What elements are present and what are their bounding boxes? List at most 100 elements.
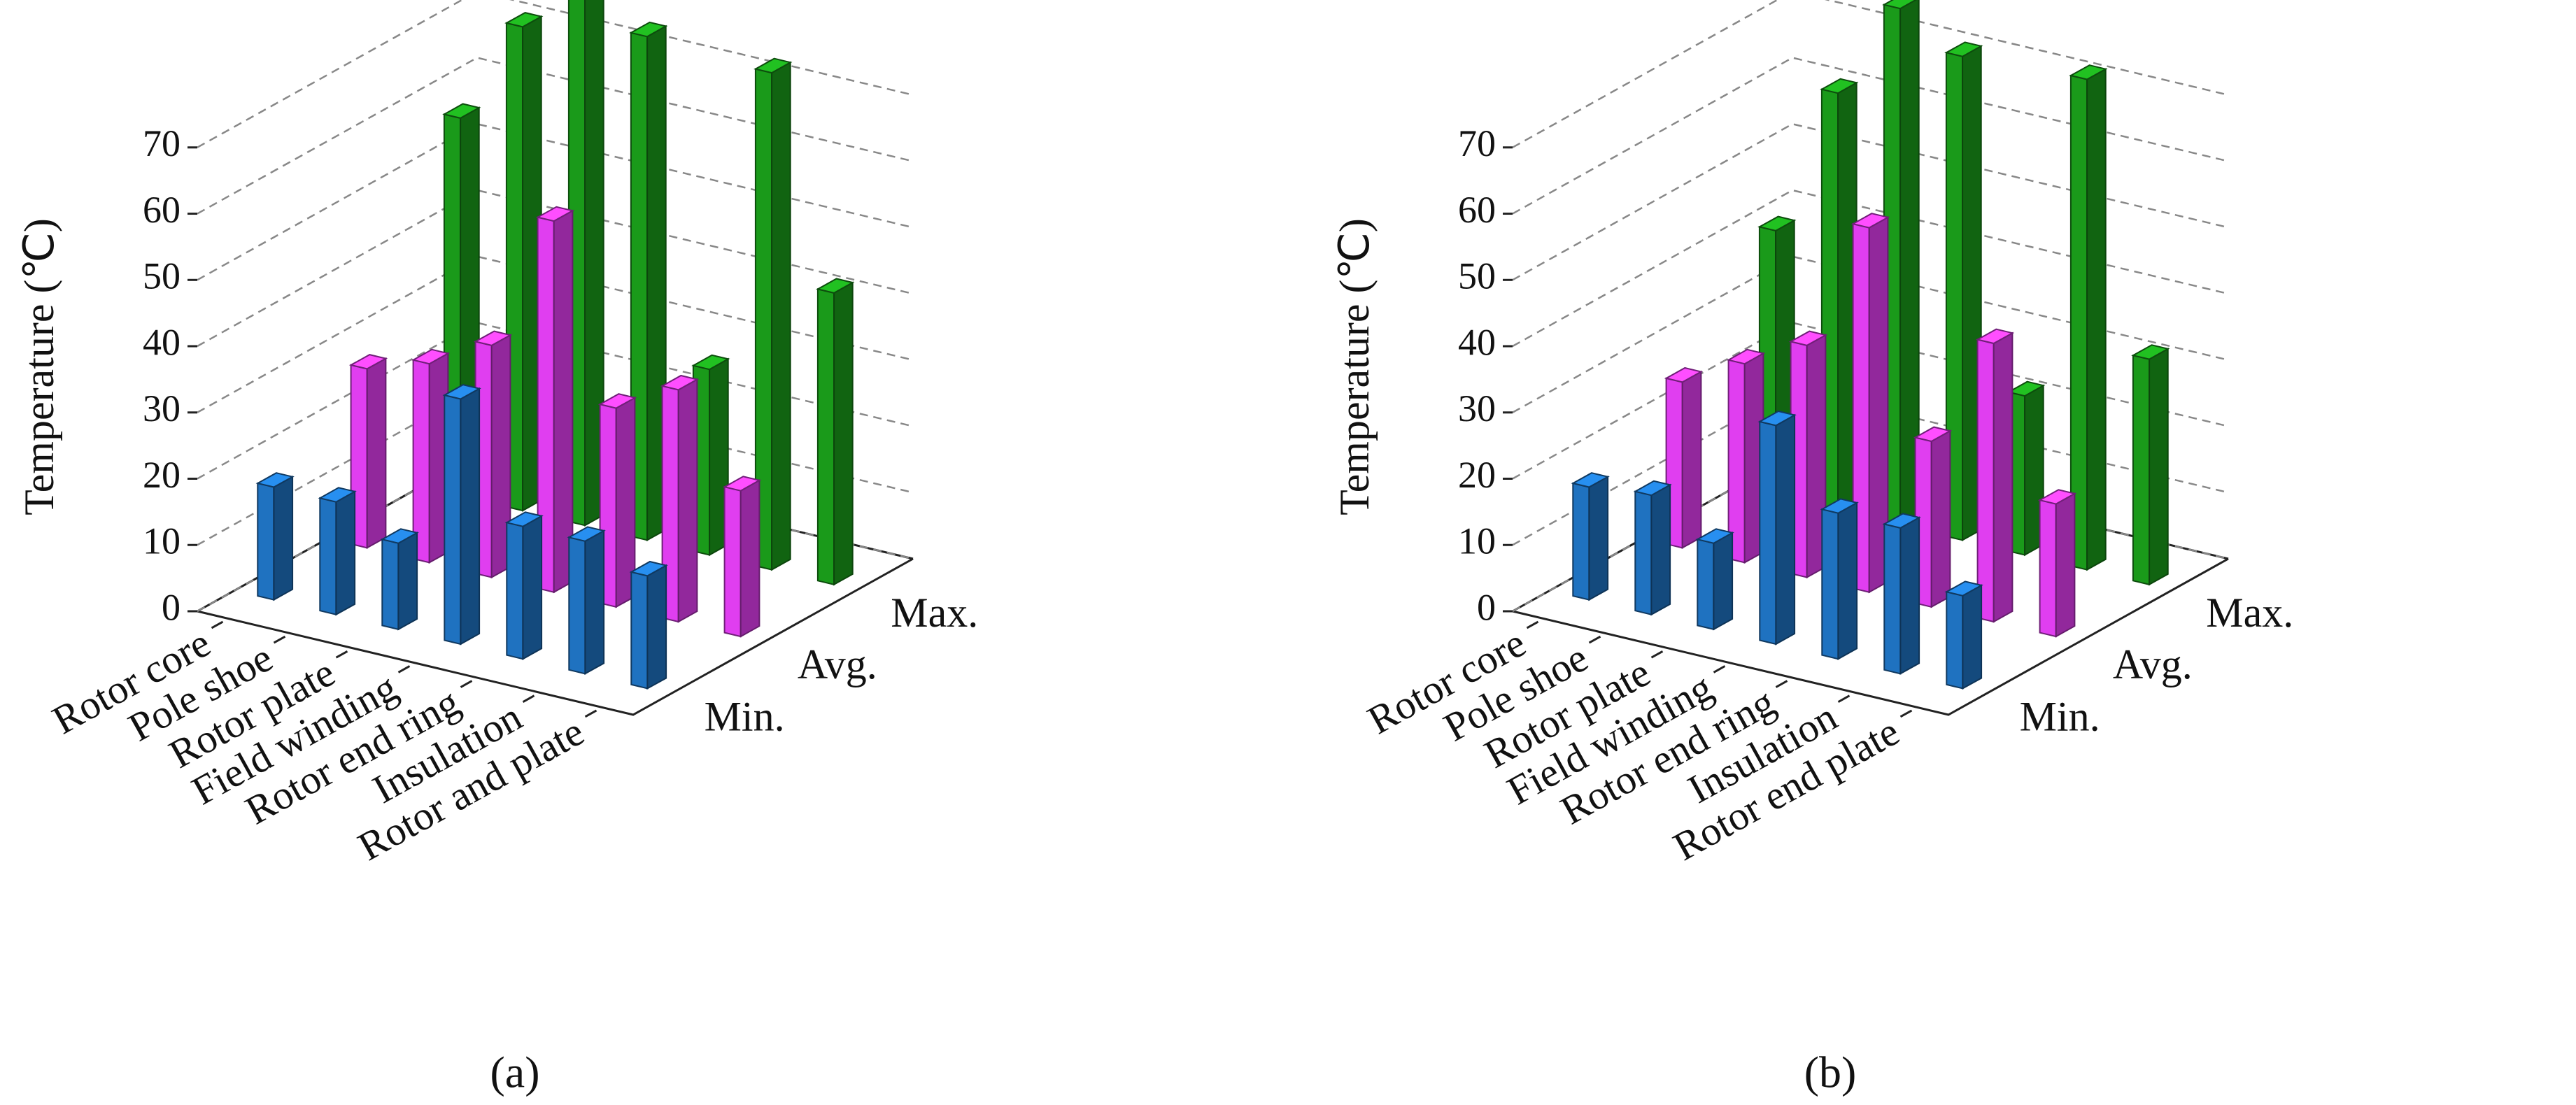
x-tick bbox=[1588, 635, 1601, 644]
bar bbox=[504, 511, 544, 660]
bar-side bbox=[584, 0, 604, 527]
bar-side bbox=[1899, 516, 1920, 676]
y-tick-label: 50 bbox=[1458, 255, 1496, 297]
bar-top bbox=[1944, 580, 1983, 597]
bar-top bbox=[442, 384, 481, 400]
bar-top bbox=[2069, 64, 2108, 80]
bar-side bbox=[1930, 429, 1951, 608]
bar-top bbox=[504, 12, 544, 28]
bar bbox=[660, 374, 700, 623]
bar-top bbox=[1882, 513, 1921, 529]
x-tick bbox=[211, 620, 224, 629]
bar bbox=[1850, 213, 1890, 594]
bar-front bbox=[444, 394, 462, 646]
bar-top bbox=[504, 511, 544, 527]
bar bbox=[380, 528, 419, 631]
bar-top bbox=[1975, 328, 2015, 345]
bar bbox=[348, 354, 388, 550]
bar-front bbox=[2039, 499, 2057, 638]
bar-side bbox=[646, 564, 667, 690]
floor-edge bbox=[197, 557, 914, 716]
x-tick bbox=[335, 650, 348, 659]
bar-side bbox=[833, 281, 854, 586]
grid-line bbox=[197, 57, 914, 215]
bar-top bbox=[1726, 348, 1766, 365]
bar bbox=[1664, 366, 1704, 550]
y-tick-label: 40 bbox=[1458, 321, 1496, 363]
bar-front bbox=[506, 521, 524, 660]
x-tick bbox=[1526, 620, 1539, 629]
bar bbox=[1633, 480, 1672, 616]
bar bbox=[2007, 380, 2046, 557]
bar-side bbox=[1962, 584, 1983, 690]
bar-side bbox=[273, 476, 294, 601]
bar-top bbox=[597, 393, 637, 409]
bar-front bbox=[1976, 338, 1995, 623]
bar bbox=[1820, 498, 1859, 660]
bar bbox=[411, 348, 451, 564]
series-label: Min. bbox=[2020, 694, 2100, 740]
bar bbox=[1788, 330, 1828, 579]
bar-front bbox=[723, 485, 742, 638]
bar bbox=[442, 384, 481, 646]
bar-top bbox=[691, 354, 730, 371]
bar-top bbox=[2007, 380, 2046, 397]
bar bbox=[753, 57, 793, 571]
series-label: Max. bbox=[2206, 590, 2293, 636]
bar-front bbox=[381, 538, 399, 631]
bar-side bbox=[1588, 476, 1609, 601]
bar-side bbox=[2055, 492, 2076, 638]
y-tick-label: 50 bbox=[143, 255, 181, 297]
bar-front bbox=[568, 536, 586, 675]
bar bbox=[567, 0, 604, 527]
bar-top bbox=[1850, 213, 1890, 229]
y-tick-label: 70 bbox=[143, 122, 181, 164]
bar-side bbox=[771, 61, 791, 571]
bar-front bbox=[1883, 523, 1902, 675]
series-label: Avg. bbox=[798, 641, 877, 687]
bar-side bbox=[1681, 370, 1702, 550]
bar-top bbox=[2131, 344, 2170, 360]
y-axis-label: Temperature (℃) bbox=[1331, 218, 1378, 515]
x-tick bbox=[1899, 709, 1913, 718]
y-tick-label: 20 bbox=[143, 454, 181, 496]
bar-side bbox=[1713, 532, 1734, 631]
bar-top bbox=[1913, 426, 1953, 443]
bar-top bbox=[660, 374, 700, 391]
bar-side bbox=[522, 515, 543, 660]
bar-side bbox=[584, 529, 605, 676]
bar-top bbox=[318, 487, 357, 503]
bar-side bbox=[677, 378, 698, 623]
y-tick-label: 30 bbox=[1458, 387, 1496, 429]
bar-top bbox=[1664, 366, 1704, 383]
bar bbox=[629, 560, 668, 690]
x-tick bbox=[1650, 650, 1664, 659]
x-tick bbox=[1775, 680, 1788, 688]
bar-side bbox=[1650, 483, 1671, 616]
y-tick-label: 0 bbox=[1477, 586, 1496, 628]
bar-top bbox=[348, 354, 388, 370]
y-tick-label: 30 bbox=[143, 387, 181, 429]
bar-front bbox=[257, 482, 275, 601]
bar-top bbox=[722, 476, 762, 492]
bar bbox=[1882, 0, 1920, 527]
y-tick-label: 20 bbox=[1458, 454, 1496, 496]
bar-top bbox=[629, 21, 668, 38]
bar-side bbox=[1993, 332, 2014, 623]
bar-side bbox=[2149, 348, 2169, 586]
bar-top bbox=[411, 348, 451, 365]
bar-side bbox=[460, 387, 481, 646]
bar bbox=[504, 12, 544, 512]
bar-front bbox=[1946, 591, 1964, 690]
bar bbox=[318, 487, 357, 616]
series-label: Avg. bbox=[2113, 641, 2193, 687]
bar-top bbox=[535, 206, 575, 222]
bar-side bbox=[397, 532, 418, 631]
bar bbox=[535, 206, 575, 594]
bar-top bbox=[1633, 480, 1672, 497]
bar bbox=[1975, 328, 2015, 623]
bar-top bbox=[1757, 215, 1797, 231]
bar-front bbox=[1697, 538, 1715, 631]
